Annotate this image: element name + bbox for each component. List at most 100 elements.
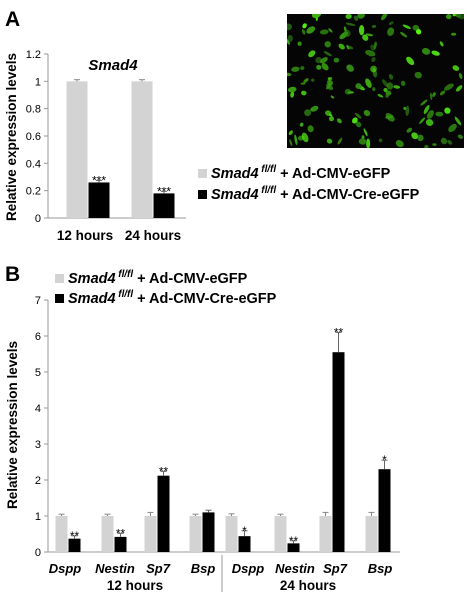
- gfp-cell: [362, 34, 369, 41]
- bar-cre: [378, 469, 391, 552]
- y-tick-label: 0.8: [26, 104, 41, 116]
- y-tick-label: 5: [35, 367, 41, 379]
- gfp-cell: [426, 110, 434, 119]
- gfp-cell: [383, 88, 388, 92]
- x-category-label: 12 hours: [57, 228, 113, 243]
- bar-cre: [238, 536, 251, 552]
- gfp-cell: [450, 32, 457, 36]
- gfp-cell: [411, 132, 419, 140]
- gfp-cell: [439, 41, 444, 47]
- x-group-label: 24 hours: [280, 578, 336, 593]
- gfp-cell: [348, 45, 354, 50]
- x-category-label: Bsp: [368, 561, 393, 576]
- gfp-cell: [324, 41, 331, 48]
- gfp-cell: [302, 23, 307, 29]
- gfp-cell: [294, 134, 298, 146]
- gfp-cell: [372, 87, 376, 92]
- significance-mark: **: [159, 464, 169, 478]
- gfp-cell: [385, 115, 394, 119]
- bar-control: [55, 516, 68, 552]
- gfp-cells-picture: [287, 14, 464, 148]
- gfp-cell: [355, 83, 362, 90]
- gfp-cell: [455, 85, 463, 92]
- gfp-cell: [308, 50, 316, 58]
- y-tick-label: 3: [35, 439, 41, 451]
- chart-a: 0 0.2 0.4 0.6 0.8 1 1.2 *** *** 12 hours 24 hours: [26, 49, 186, 243]
- gfp-cell: [432, 143, 437, 146]
- bar-control: [66, 81, 88, 218]
- gfp-cell: [316, 64, 322, 70]
- gfp-cell: [432, 92, 436, 97]
- chart-a-ylabel: Relative expression levels: [4, 53, 19, 221]
- bar-cre: [332, 352, 345, 552]
- gfp-cell: [326, 83, 334, 91]
- gfp-cell: [355, 121, 362, 128]
- gfp-cell: [435, 111, 444, 117]
- gfp-cell: [290, 91, 295, 98]
- gfp-cell: [287, 37, 290, 45]
- gfp-cell: [288, 130, 293, 136]
- gfp-microscopy-image: [287, 14, 464, 148]
- gfp-cell: [371, 57, 376, 63]
- bar-cre: [68, 538, 81, 552]
- bar-control: [189, 516, 202, 552]
- gfp-cell: [326, 138, 333, 144]
- gfp-cell: [319, 29, 329, 35]
- gfp-cell: [403, 106, 407, 110]
- chart-a-title: Smad4: [88, 57, 138, 74]
- gfp-cell: [345, 14, 352, 19]
- gfp-cell: [419, 117, 426, 124]
- gfp-cell: [371, 24, 377, 28]
- legend-entry: Smad4 fl/fl + Ad-CMV-eGFP: [68, 269, 248, 287]
- gfp-cell: [444, 83, 454, 91]
- gfp-cell: [358, 138, 367, 145]
- gfp-cell: [458, 14, 464, 20]
- gfp-cell: [289, 139, 293, 146]
- significance-mark: **: [289, 534, 299, 548]
- gfp-cell: [301, 29, 306, 35]
- gfp-cell: [297, 41, 302, 46]
- gfp-cell: [366, 138, 371, 148]
- bar-control: [319, 516, 332, 552]
- gfp-cell: [406, 56, 415, 66]
- gfp-cell: [412, 24, 420, 31]
- gfp-cell: [424, 144, 429, 148]
- gfp-cell: [287, 23, 292, 31]
- gfp-cell: [330, 95, 335, 99]
- x-category-label: Sp7: [146, 561, 171, 576]
- y-tick-label: 0.4: [26, 158, 41, 170]
- significance-mark: *: [242, 524, 247, 538]
- gfp-cell: [444, 107, 451, 114]
- gfp-cell: [287, 72, 292, 77]
- gfp-cell: [457, 134, 463, 139]
- gfp-cell: [311, 78, 315, 82]
- gfp-cell: [323, 51, 332, 57]
- gfp-cell: [417, 134, 424, 142]
- gfp-cell: [447, 139, 453, 145]
- gfp-cell: [303, 78, 309, 83]
- gfp-cell: [388, 73, 394, 80]
- significance-mark: *: [382, 453, 387, 467]
- legend-swatch-control: [198, 169, 207, 178]
- gfp-cell: [343, 29, 351, 37]
- gfp-cell: [353, 15, 359, 21]
- gfp-cell: [400, 80, 406, 86]
- bar-cre: [202, 512, 215, 552]
- gfp-cell: [363, 128, 368, 137]
- gfp-cell: [307, 125, 314, 133]
- x-category-label: Dspp: [49, 561, 82, 576]
- gfp-cell: [452, 65, 460, 71]
- legend-swatch-cre: [55, 294, 64, 303]
- y-tick-label: 4: [35, 403, 41, 415]
- bar-control: [365, 516, 378, 552]
- bar-control: [274, 516, 287, 552]
- gfp-cell: [287, 34, 293, 42]
- gfp-cell: [370, 65, 377, 73]
- gfp-cell: [381, 79, 389, 87]
- gfp-cell: [422, 48, 431, 55]
- gfp-cell: [345, 22, 356, 26]
- x-category-label: Nestin: [95, 561, 135, 576]
- gfp-cell: [414, 71, 422, 79]
